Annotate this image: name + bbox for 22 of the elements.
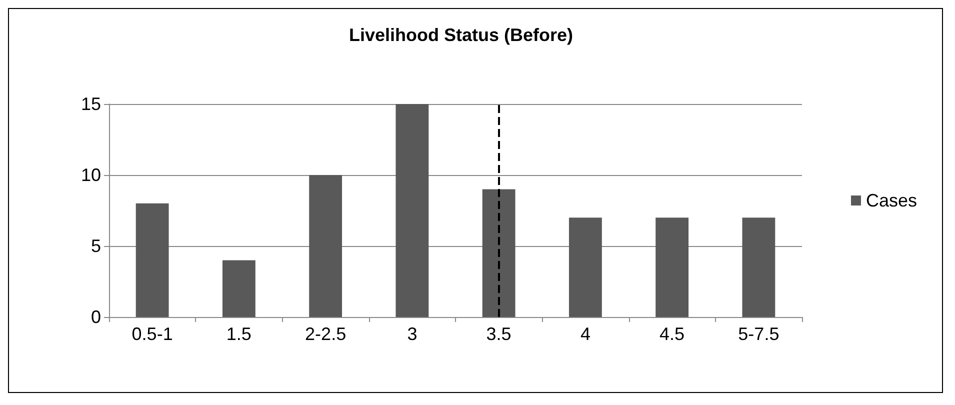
- legend-label: Cases: [866, 190, 918, 210]
- x-tick-label: 3: [407, 324, 418, 344]
- chart-title: Livelihood Status (Before): [349, 25, 574, 45]
- bar: [656, 218, 689, 317]
- x-tick-label: 0.5-1: [132, 324, 173, 344]
- y-tick-label: 10: [80, 165, 101, 185]
- bar: [568, 218, 602, 317]
- bar: [222, 260, 256, 317]
- x-tick-label: 4.5: [660, 324, 685, 344]
- bar: [136, 203, 169, 317]
- x-tick-label: 3.5: [486, 324, 512, 344]
- bar: [742, 218, 776, 317]
- y-tick-label: 0: [90, 307, 101, 327]
- x-tick-label: 5-7.5: [738, 324, 780, 344]
- y-tick-label: 5: [90, 236, 101, 256]
- bar: [482, 189, 516, 317]
- x-tick-label: 2-2.5: [305, 324, 346, 344]
- x-tick-label: 1.5: [226, 324, 252, 344]
- bar: [396, 104, 429, 317]
- bar: [309, 175, 342, 317]
- x-tick-label: 4: [580, 324, 590, 344]
- y-tick-label: 15: [80, 94, 101, 114]
